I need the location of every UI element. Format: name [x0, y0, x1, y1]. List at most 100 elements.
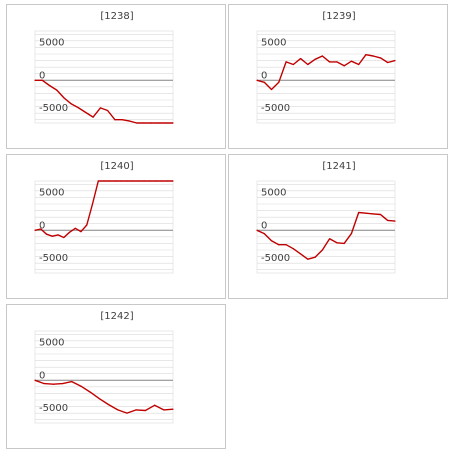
data-point: [40, 228, 42, 230]
chart-title: [1239]: [322, 11, 355, 22]
data-point: [80, 231, 82, 233]
data-point: [307, 258, 309, 260]
data-point: [109, 180, 111, 182]
data-point: [86, 224, 88, 226]
y-tick-label: 5000: [39, 337, 64, 348]
chart-title: [1242]: [100, 311, 133, 322]
data-point: [114, 119, 116, 121]
data-point: [172, 408, 174, 410]
data-point: [172, 122, 174, 124]
data-point: [98, 398, 100, 400]
data-point: [256, 229, 258, 231]
data-point: [343, 65, 345, 67]
data-point: [321, 55, 323, 57]
data-point: [103, 180, 105, 182]
data-point: [114, 180, 117, 182]
data-point: [314, 256, 316, 258]
data-point: [154, 404, 156, 406]
chart-title: [1240]: [100, 161, 133, 172]
data-point: [336, 61, 338, 63]
chart-svg: [1239] 5000 0 -5000: [256, 11, 396, 124]
data-point: [394, 220, 396, 222]
y-tick-label: -5000: [261, 253, 290, 264]
chart-svg: [1240] 5000 0 -5000: [34, 161, 174, 274]
data-point: [89, 391, 91, 393]
data-point: [278, 244, 280, 246]
data-point: [150, 122, 152, 124]
data-point: [285, 61, 287, 63]
data-point: [379, 57, 382, 59]
data-point: [56, 89, 58, 91]
data-point: [80, 385, 82, 387]
data-point: [299, 253, 302, 255]
data-point: [85, 111, 87, 114]
data-point: [48, 84, 51, 87]
data-point: [149, 180, 151, 182]
y-tick-label: 0: [261, 220, 267, 231]
data-point: [126, 180, 128, 182]
data-point: [136, 122, 138, 124]
data-point: [307, 63, 309, 66]
data-point: [166, 180, 168, 182]
data-point: [263, 232, 265, 235]
y-tick-label: -5000: [39, 103, 68, 114]
data-point: [278, 81, 280, 83]
data-point: [132, 180, 134, 182]
data-point: [107, 109, 109, 112]
chart-svg: [1241] 5000 0 -5000: [256, 161, 396, 274]
data-point: [314, 58, 316, 60]
data-point: [329, 61, 331, 63]
data-point: [91, 203, 94, 205]
y-tick-label: 0: [261, 70, 267, 81]
data-point: [43, 382, 45, 385]
data-point: [372, 55, 374, 57]
y-tick-label: -5000: [39, 403, 68, 414]
data-point: [45, 233, 48, 235]
data-point: [358, 63, 360, 66]
chart-title: [1241]: [322, 161, 355, 172]
data-point: [120, 180, 122, 182]
data-point: [372, 213, 374, 215]
data-point: [71, 381, 73, 383]
data-point: [77, 107, 80, 109]
chart-panel-1241: [1241] 5000 0 -5000: [228, 154, 448, 299]
data-point: [350, 232, 353, 235]
y-tick-label: -5000: [39, 253, 68, 264]
data-point: [34, 379, 36, 381]
data-point: [121, 119, 123, 121]
data-point: [99, 107, 101, 109]
y-tick-label: 0: [39, 370, 45, 381]
chart-panel-1239: [1239] 5000 0 -5000: [228, 4, 448, 149]
data-point: [285, 244, 287, 246]
data-point: [256, 79, 258, 81]
data-point: [299, 58, 302, 60]
data-point: [135, 409, 137, 411]
data-point: [160, 180, 163, 182]
y-tick-label: 0: [39, 220, 45, 231]
data-point: [321, 249, 323, 251]
y-tick-label: -5000: [261, 103, 290, 114]
series-line: [34, 379, 174, 414]
data-point: [108, 404, 110, 406]
y-tick-label: 5000: [261, 37, 286, 48]
data-point: [74, 227, 76, 229]
data-point: [365, 212, 367, 214]
chart-svg: [1242] 5000 0 -5000: [34, 311, 174, 424]
y-tick-label: 5000: [39, 187, 64, 198]
data-point: [92, 116, 94, 118]
plot-frame: [34, 330, 174, 424]
data-point: [143, 122, 145, 124]
y-tick-label: 5000: [39, 37, 64, 48]
data-point: [270, 240, 273, 242]
data-point: [34, 229, 36, 231]
chart-panel-1242: [1242] 5000 0 -5000: [6, 304, 226, 449]
chart-title: [1238]: [100, 11, 133, 22]
data-point: [165, 122, 167, 124]
data-point: [336, 242, 338, 244]
data-point: [292, 63, 294, 66]
data-point: [117, 409, 119, 411]
data-point: [387, 219, 389, 222]
data-point: [144, 409, 146, 412]
data-point: [365, 54, 367, 56]
data-point: [270, 88, 273, 91]
